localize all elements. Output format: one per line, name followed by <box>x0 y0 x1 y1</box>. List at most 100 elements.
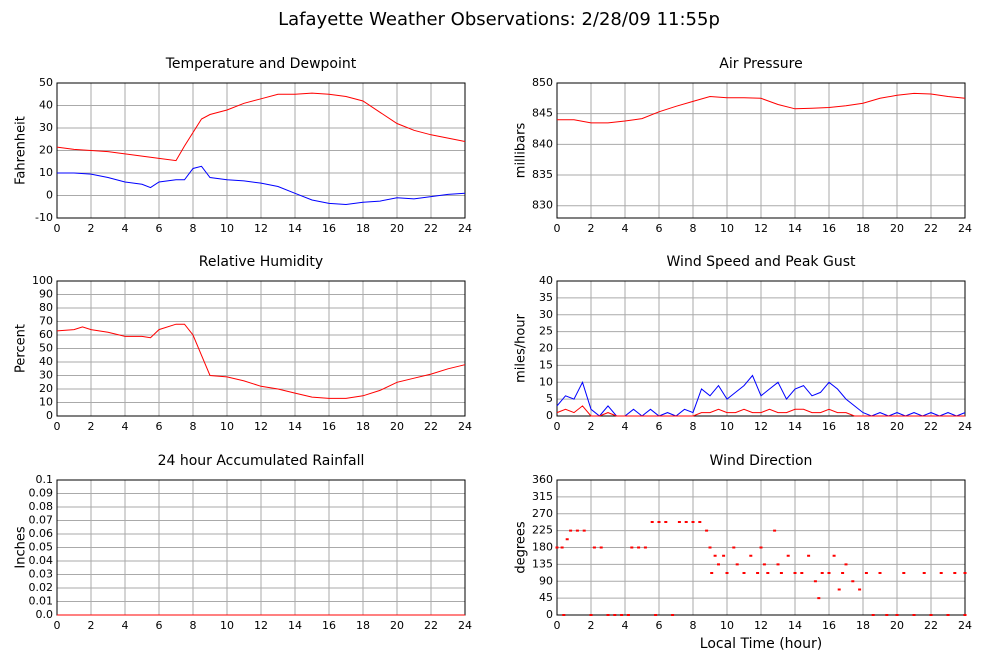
x-tick-label: 2 <box>588 222 595 235</box>
x-tick-label: 24 <box>458 619 472 632</box>
x-tick-label: 16 <box>822 619 836 632</box>
x-tick-label: 8 <box>190 222 197 235</box>
x-tick-label: 24 <box>458 420 472 433</box>
data-point <box>773 529 777 532</box>
x-tick-label: 16 <box>322 619 336 632</box>
data-point <box>620 614 624 616</box>
y-tick-label: 15 <box>539 358 553 371</box>
y-tick-label: 0 <box>46 409 53 422</box>
x-tick-label: 10 <box>720 420 734 433</box>
x-tick-label: 10 <box>220 619 234 632</box>
y-axis-label: miles/hour <box>514 313 529 382</box>
x-tick-label: 4 <box>622 420 629 433</box>
data-point <box>878 572 882 574</box>
data-point <box>762 563 766 566</box>
y-tick-label: 0.05 <box>29 541 54 554</box>
x-tick-label: 16 <box>822 222 836 235</box>
y-tick-label: 0.1 <box>36 473 54 486</box>
data-point <box>582 529 586 532</box>
x-tick-label: 22 <box>424 420 438 433</box>
x-tick-label: 4 <box>622 222 629 235</box>
x-tick-label: 8 <box>690 420 697 433</box>
y-axis-label: millibars <box>514 123 529 179</box>
x-tick-label: 6 <box>156 222 163 235</box>
data-point <box>698 521 702 523</box>
data-point <box>710 572 714 574</box>
data-point <box>858 588 862 591</box>
data-point <box>722 554 726 557</box>
data-point <box>813 580 817 583</box>
y-tick-label: 50 <box>39 76 53 89</box>
data-point <box>864 572 868 574</box>
x-tick-label: 24 <box>958 619 972 632</box>
y-tick-label: 80 <box>39 301 53 314</box>
data-line <box>57 165 466 206</box>
plot-frame <box>556 280 966 417</box>
data-point <box>885 614 889 616</box>
y-tick-label: 60 <box>39 328 53 341</box>
y-tick-label: 100 <box>32 274 53 287</box>
panel-title: Air Pressure <box>719 56 802 72</box>
x-tick-label: 0 <box>54 420 61 433</box>
y-tick-label: 0.07 <box>29 514 54 527</box>
x-tick-label: 12 <box>754 619 768 632</box>
data-point <box>708 546 712 549</box>
y-tick-label: 5 <box>546 392 553 405</box>
y-tick-label: 0.02 <box>29 581 54 594</box>
y-tick-label: 20 <box>39 144 53 157</box>
y-tick-label: 840 <box>532 137 553 150</box>
x-tick-label: 16 <box>822 420 836 433</box>
panel-title: Wind Speed and Peak Gust <box>667 254 856 270</box>
data-point <box>691 521 695 523</box>
data-point <box>589 614 593 616</box>
y-tick-label: 135 <box>532 557 553 570</box>
x-tick-label: 18 <box>856 420 870 433</box>
data-point <box>613 614 617 616</box>
x-tick-label: 14 <box>288 222 302 235</box>
y-axis-label: Percent <box>14 324 29 373</box>
x-tick-label: 14 <box>788 420 802 433</box>
x-tick-label: 0 <box>54 222 61 235</box>
data-point <box>657 521 661 523</box>
data-point <box>939 572 943 574</box>
x-tick-label: 14 <box>788 619 802 632</box>
data-point <box>759 546 763 549</box>
data-point <box>671 614 675 616</box>
x-tick-label: 10 <box>220 420 234 433</box>
x-tick-label: 18 <box>356 222 370 235</box>
panel-title: 24 hour Accumulated Rainfall <box>158 453 365 469</box>
x-axis-label: Local Time (hour) <box>700 636 822 652</box>
y-tick-label: 45 <box>539 591 553 604</box>
data-point <box>912 614 916 616</box>
x-tick-label: 20 <box>890 222 904 235</box>
y-tick-label: 180 <box>532 541 553 554</box>
y-tick-label: 0.04 <box>29 554 54 567</box>
data-line <box>56 92 466 162</box>
x-tick-label: 20 <box>390 222 404 235</box>
panel-title: Relative Humidity <box>199 254 323 270</box>
x-tick-label: 18 <box>856 222 870 235</box>
data-line <box>56 323 466 399</box>
data-point <box>732 546 736 549</box>
x-tick-label: 20 <box>890 420 904 433</box>
x-tick-label: 8 <box>190 420 197 433</box>
data-point <box>793 572 797 574</box>
data-point <box>832 554 836 557</box>
data-point <box>626 614 630 616</box>
y-tick-label: 30 <box>39 121 53 134</box>
y-tick-label: 835 <box>532 168 553 181</box>
data-point <box>807 554 811 557</box>
x-tick-label: 10 <box>220 222 234 235</box>
data-point <box>677 521 681 523</box>
y-axis-label: degrees <box>514 521 529 574</box>
data-point <box>599 546 603 549</box>
x-tick-label: 22 <box>924 619 938 632</box>
data-point <box>837 588 841 591</box>
data-point <box>871 614 875 616</box>
y-tick-label: 10 <box>539 375 553 388</box>
data-point <box>946 614 950 616</box>
plot-frame <box>56 280 466 417</box>
y-tick-label: 90 <box>539 574 553 587</box>
y-tick-label: 0.06 <box>29 527 54 540</box>
